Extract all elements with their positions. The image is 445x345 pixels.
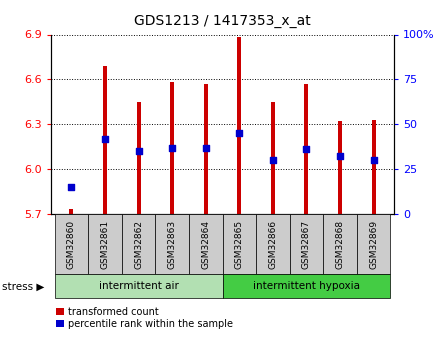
Text: GSM32864: GSM32864 [201,219,210,269]
Bar [271,102,275,214]
Point [135,148,142,154]
Point [303,147,310,152]
Point [236,130,243,136]
Text: GSM32862: GSM32862 [134,219,143,269]
Text: GSM32865: GSM32865 [235,219,244,269]
Point [169,145,176,150]
Bar [69,209,73,214]
Text: GSM32866: GSM32866 [268,219,277,269]
Bar [55,214,88,274]
Point [269,157,276,163]
Text: intermittent hypoxia: intermittent hypoxia [253,282,360,291]
Bar [372,120,376,214]
Bar [323,214,357,274]
Bar [137,102,141,214]
Point [202,145,209,150]
Bar [204,84,208,214]
Bar [103,66,107,214]
Bar [55,274,222,298]
Text: GSM32863: GSM32863 [168,219,177,269]
Bar [338,121,342,214]
Bar [189,214,222,274]
Point [370,157,377,163]
Text: GSM32867: GSM32867 [302,219,311,269]
Text: GSM32860: GSM32860 [67,219,76,269]
Bar [357,214,390,274]
Point [68,184,75,190]
Bar [304,84,308,214]
Text: stress ▶: stress ▶ [2,282,44,291]
Bar [88,214,122,274]
Legend: transformed count, percentile rank within the sample: transformed count, percentile rank withi… [56,307,233,329]
Bar [290,214,323,274]
Point [336,154,344,159]
Text: intermittent air: intermittent air [99,282,178,291]
Bar [155,214,189,274]
Bar [222,274,390,298]
Bar [222,214,256,274]
Text: GSM32868: GSM32868 [336,219,344,269]
Bar [122,214,155,274]
Bar [237,38,241,214]
Point [101,136,109,141]
Bar [256,214,290,274]
Bar [170,82,174,214]
Text: GSM32869: GSM32869 [369,219,378,269]
Text: GSM32861: GSM32861 [101,219,109,269]
Text: GDS1213 / 1417353_x_at: GDS1213 / 1417353_x_at [134,14,311,28]
